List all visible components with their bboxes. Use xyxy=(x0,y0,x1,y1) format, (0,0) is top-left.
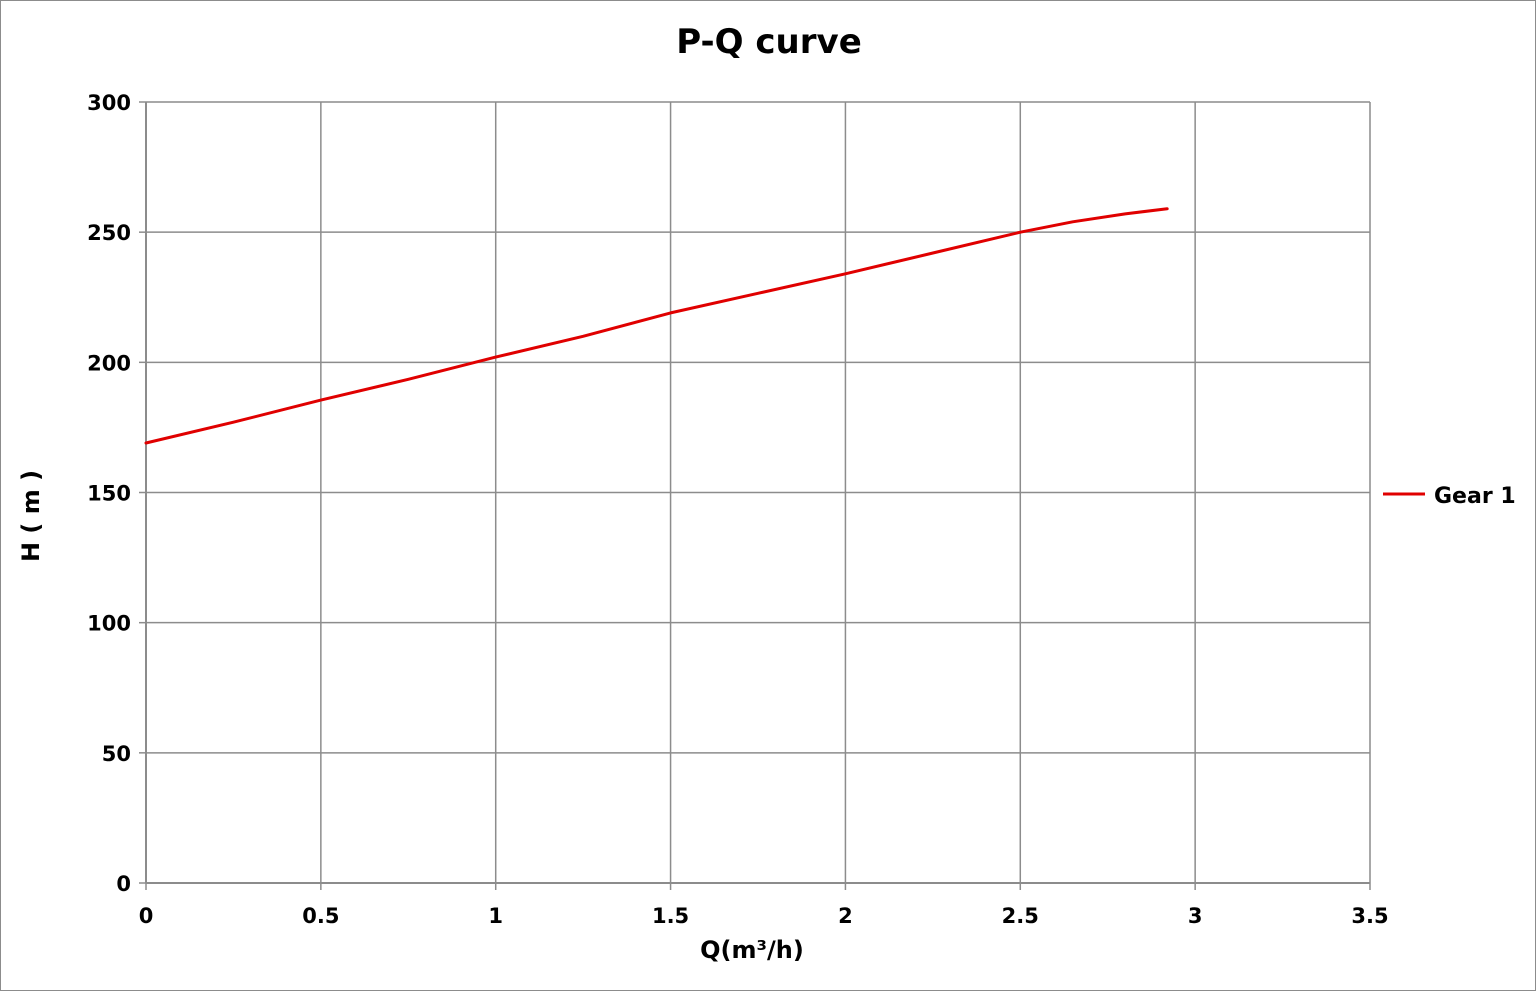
x-tick-label: 3.5 xyxy=(1351,904,1388,928)
grid xyxy=(145,101,1371,884)
x-tick-label: 0 xyxy=(139,904,154,928)
y-tick-label: 0 xyxy=(116,872,131,896)
x-tick-label: 2.5 xyxy=(1002,904,1039,928)
y-tick-label: 300 xyxy=(87,91,131,115)
chart-title: P-Q curve xyxy=(676,22,862,62)
y-tick-label: 50 xyxy=(102,742,131,766)
y-tick-label: 100 xyxy=(87,612,131,636)
x-tick-label: 1.5 xyxy=(652,904,689,928)
y-tick-label: 150 xyxy=(87,482,131,506)
x-axis-ticks: 0 0.5 1 1.5 2 2.5 3 3.5 xyxy=(139,883,1389,928)
legend: Gear 1 xyxy=(1383,484,1516,509)
series xyxy=(144,207,1169,445)
legend-label-gear-1: Gear 1 xyxy=(1434,484,1516,509)
y-axis-ticks: 0 50 100 150 200 250 300 xyxy=(87,91,146,896)
x-tick-label: 2 xyxy=(838,904,853,928)
x-tick-label: 1 xyxy=(488,904,503,928)
x-axis-title: Q(m³/h) xyxy=(700,936,804,964)
y-axis-title: H ( m ) xyxy=(17,470,45,562)
y-tick-label: 200 xyxy=(87,351,131,375)
y-tick-label: 250 xyxy=(87,221,131,245)
x-tick-label: 0.5 xyxy=(302,904,339,928)
series-line-gear-1 xyxy=(144,207,1169,445)
x-tick-label: 3 xyxy=(1188,904,1203,928)
